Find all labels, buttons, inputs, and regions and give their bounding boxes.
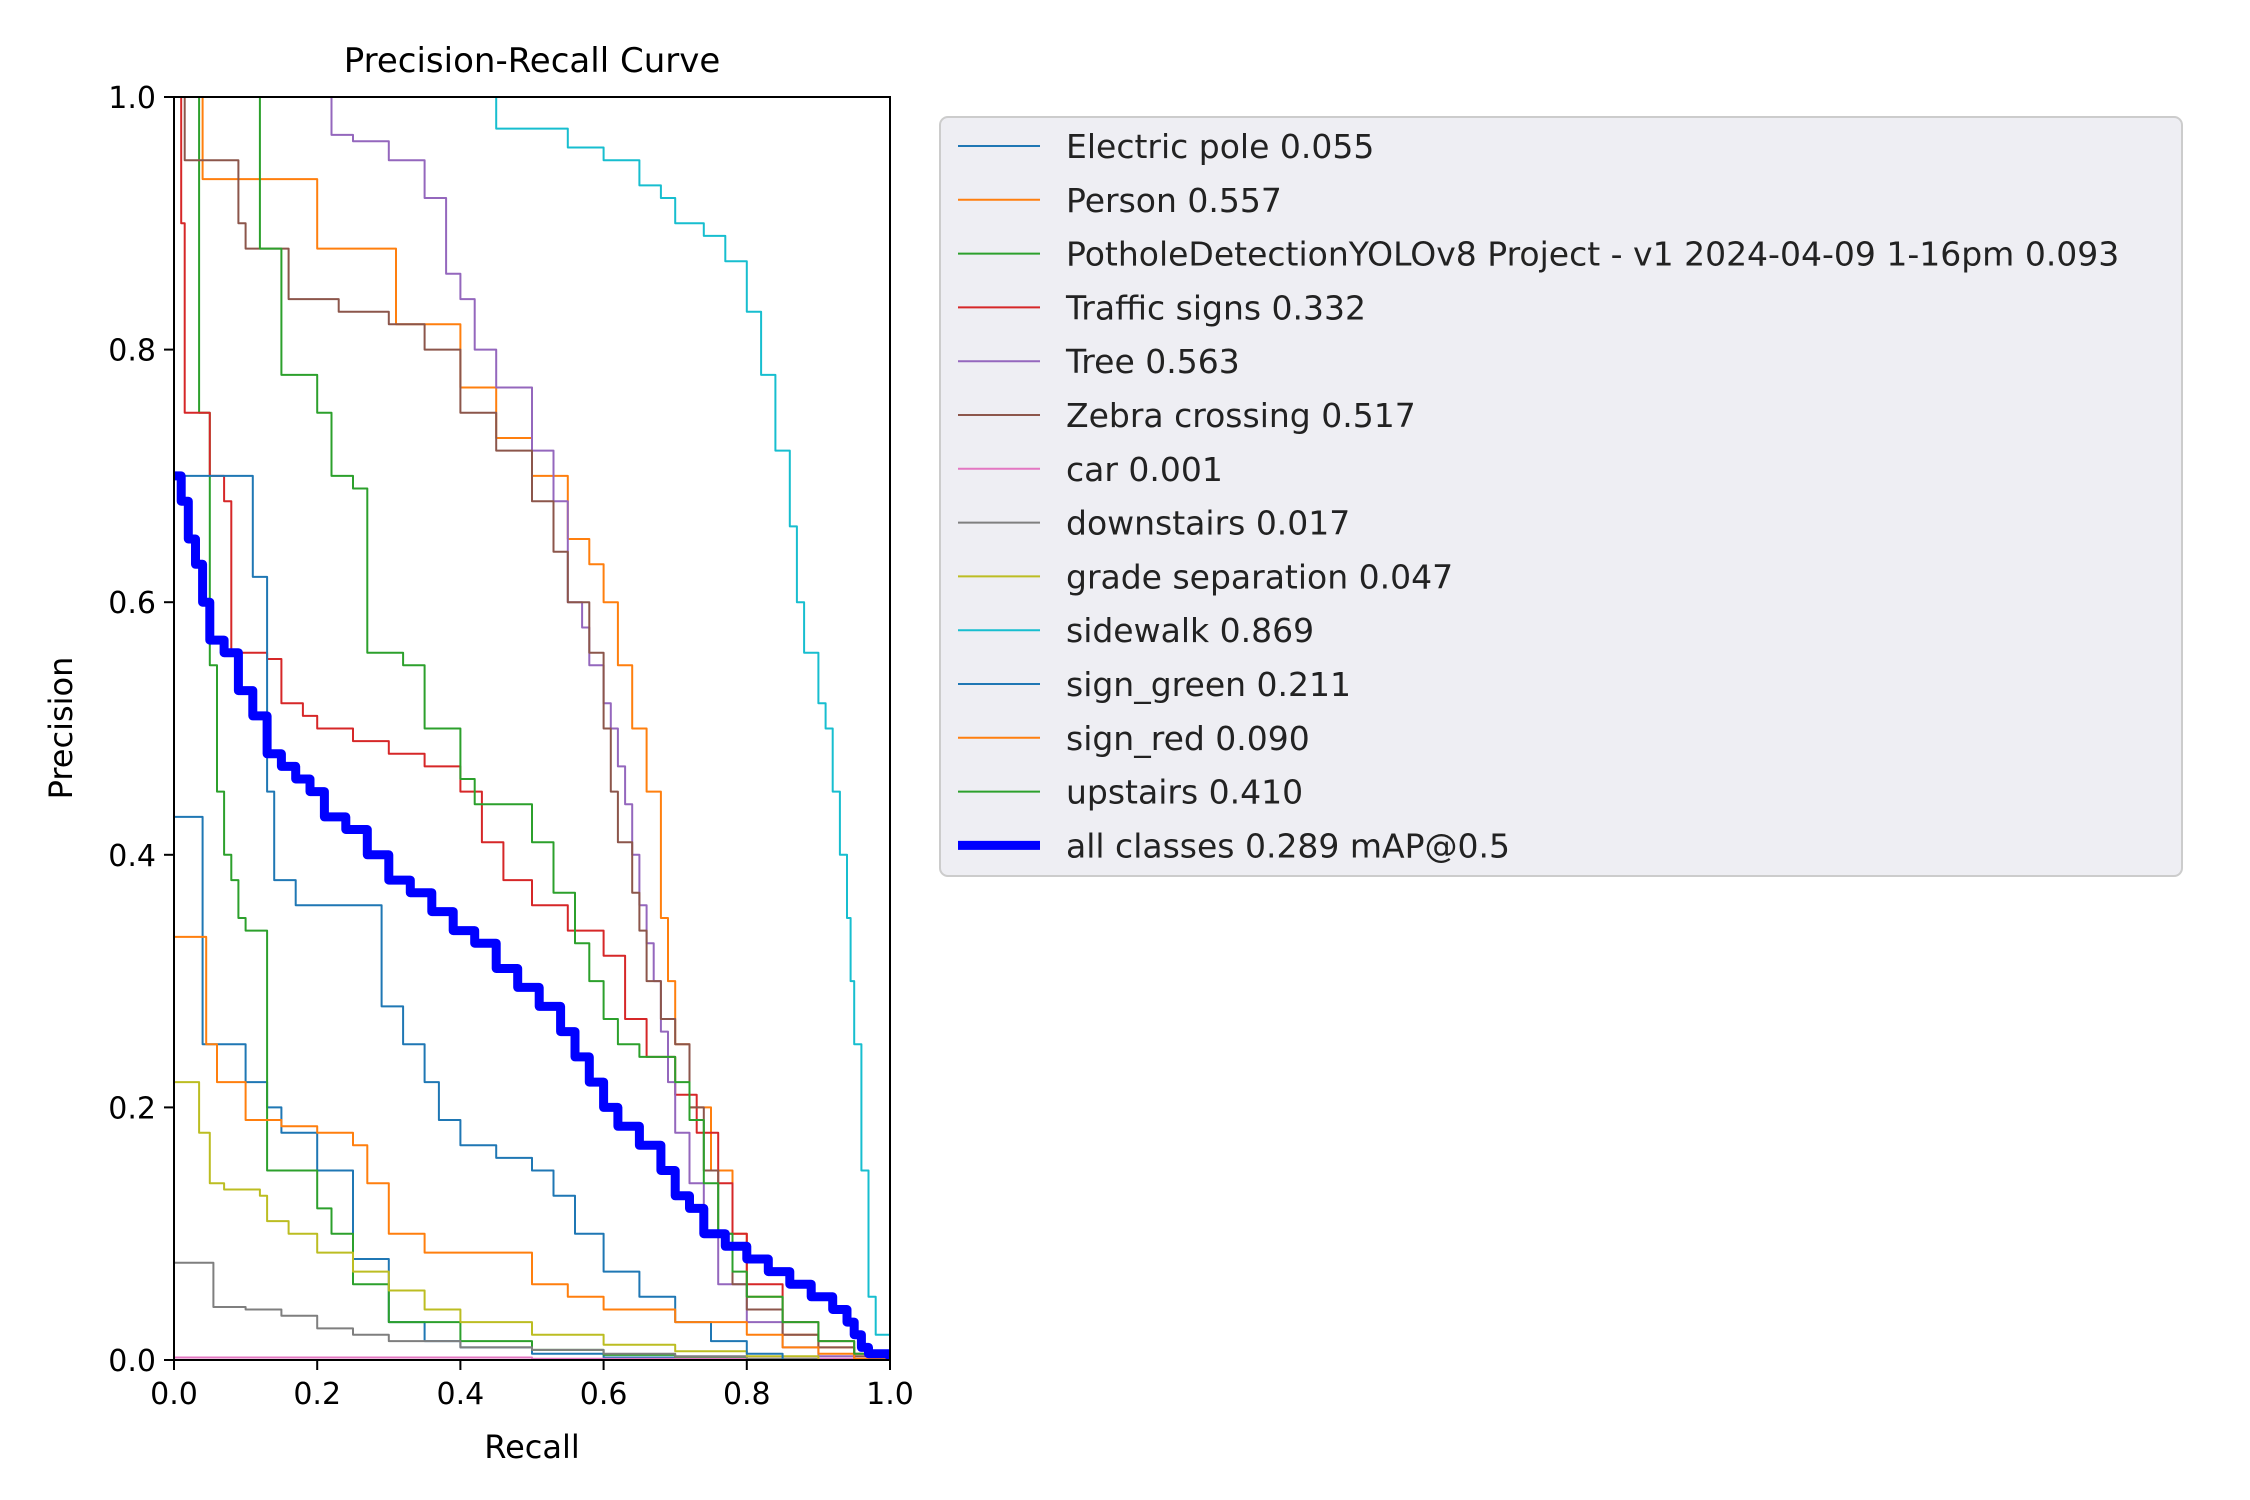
- y-tick-label: 0.4: [108, 839, 156, 874]
- series-line-9: [174, 97, 890, 1360]
- legend-label: sign_red 0.090: [1066, 719, 1310, 758]
- legend-label: downstairs 0.017: [1066, 504, 1350, 543]
- series-line-4: [316, 97, 856, 1360]
- legend-label: Traffic signs 0.332: [1065, 288, 1366, 327]
- legend-box: [939, 116, 2183, 877]
- x-axis-label: Recall: [484, 1428, 579, 1466]
- x-axis: 0.0 0.2 0.4 0.6 0.8 1.0: [150, 1360, 914, 1412]
- legend-label: car 0.001: [1066, 450, 1223, 489]
- legend-label: PotholeDetectionYOLOv8 Project - v1 2024…: [1066, 235, 2119, 274]
- chart-title: Precision-Recall Curve: [344, 41, 721, 81]
- y-axis: 0.0 0.2 0.4 0.6 0.8 1.0: [108, 81, 174, 1379]
- series-line-13: [174, 471, 890, 1360]
- legend-label: Electric pole 0.055: [1066, 127, 1374, 166]
- y-tick-label: 0.6: [108, 586, 156, 621]
- series-line-3: [174, 97, 890, 1360]
- x-tick-label: 0.8: [723, 1377, 771, 1412]
- series-line-11: [174, 935, 890, 1360]
- legend-label: grade separation 0.047: [1066, 557, 1453, 596]
- x-tick-label: 0.0: [150, 1377, 198, 1412]
- legend-label: upstairs 0.410: [1066, 773, 1303, 812]
- series-line-8: [174, 1081, 820, 1360]
- legend-label: sidewalk 0.869: [1066, 611, 1314, 650]
- series-line-12: [251, 97, 890, 1360]
- legend: Electric pole 0.055 Person 0.557 PotholeDe…: [939, 116, 2183, 877]
- y-tick-label: 1.0: [108, 81, 156, 116]
- x-tick-label: 0.4: [437, 1377, 485, 1412]
- series-line-0: [174, 815, 712, 1360]
- series-line-1: [174, 97, 856, 1359]
- y-tick-label: 0.8: [108, 334, 156, 369]
- plot-frame: [173, 96, 891, 1361]
- series-line-10: [174, 474, 784, 1360]
- legend-label: all classes 0.289 mAP@0.5: [1066, 826, 1510, 865]
- legend-label: Zebra crossing 0.517: [1066, 396, 1416, 435]
- series-layer: [174, 97, 890, 1360]
- legend-label: Person 0.557: [1066, 181, 1282, 220]
- series-line-7: [174, 1261, 820, 1360]
- x-tick-label: 0.6: [580, 1377, 628, 1412]
- y-tick-label: 0.2: [108, 1091, 156, 1126]
- y-tick-label: 0.0: [108, 1344, 156, 1379]
- legend-label: Tree 0.563: [1065, 342, 1240, 381]
- y-axis-label: Precision: [42, 657, 80, 800]
- series-line-6: [174, 1356, 890, 1360]
- x-tick-label: 0.2: [293, 1377, 341, 1412]
- legend-label: sign_green 0.211: [1066, 665, 1351, 704]
- x-tick-label: 1.0: [866, 1377, 914, 1412]
